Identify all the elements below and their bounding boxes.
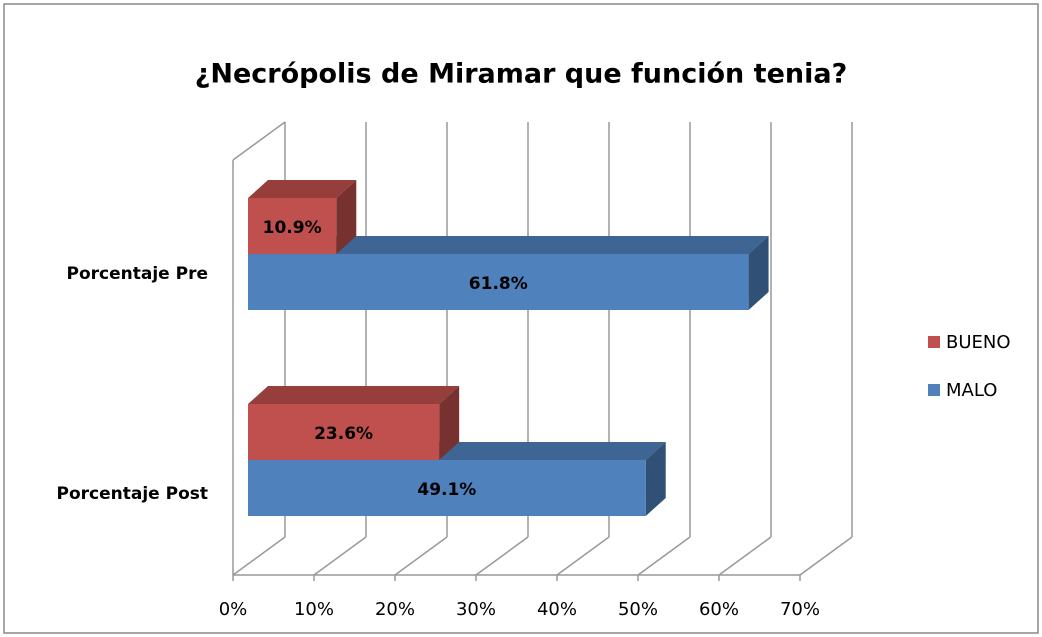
x-tick-label: 40%: [537, 599, 577, 620]
wall-edge: [232, 121, 286, 161]
bar-top: [248, 386, 460, 404]
bar: [248, 404, 440, 460]
floor-line: [475, 536, 529, 576]
bar-top: [248, 180, 357, 198]
bar-side: [645, 442, 666, 516]
x-tick-label: 50%: [618, 599, 658, 620]
x-tick-label: 20%: [375, 599, 415, 620]
data-label: 49.1%: [417, 480, 476, 500]
x-tick-label: 30%: [456, 599, 496, 620]
bar: [248, 460, 646, 516]
data-label: 61.8%: [469, 274, 528, 294]
legend-label: BUENO: [946, 332, 1011, 353]
chart-border: [3, 3, 1039, 634]
floor-line: [232, 536, 286, 576]
floor-line: [313, 536, 367, 576]
floor-line: [799, 536, 853, 576]
x-tick-label: 0%: [219, 599, 248, 620]
x-tick-label: 10%: [294, 599, 334, 620]
x-tick-label: 70%: [780, 599, 820, 620]
category-label: Porcentaje Post: [57, 484, 209, 504]
category-label: Porcentaje Pre: [67, 264, 208, 284]
floor-line: [718, 536, 772, 576]
floor-line: [394, 536, 448, 576]
data-label: 10.9%: [263, 218, 322, 238]
legend-swatch: [928, 384, 940, 396]
bar: [248, 254, 749, 310]
data-label: 23.6%: [314, 424, 373, 444]
bar: [248, 198, 337, 254]
bar-side: [439, 386, 460, 460]
bar-top: [248, 236, 769, 254]
legend-label: MALO: [946, 380, 997, 401]
floor-line: [556, 536, 610, 576]
chart-title: ¿Necrópolis de Miramar que función tenia…: [195, 59, 848, 90]
legend-swatch: [928, 336, 940, 348]
floor-line: [637, 536, 691, 576]
x-tick-label: 60%: [699, 599, 739, 620]
bar-side: [336, 180, 357, 254]
bar-side: [748, 236, 769, 310]
